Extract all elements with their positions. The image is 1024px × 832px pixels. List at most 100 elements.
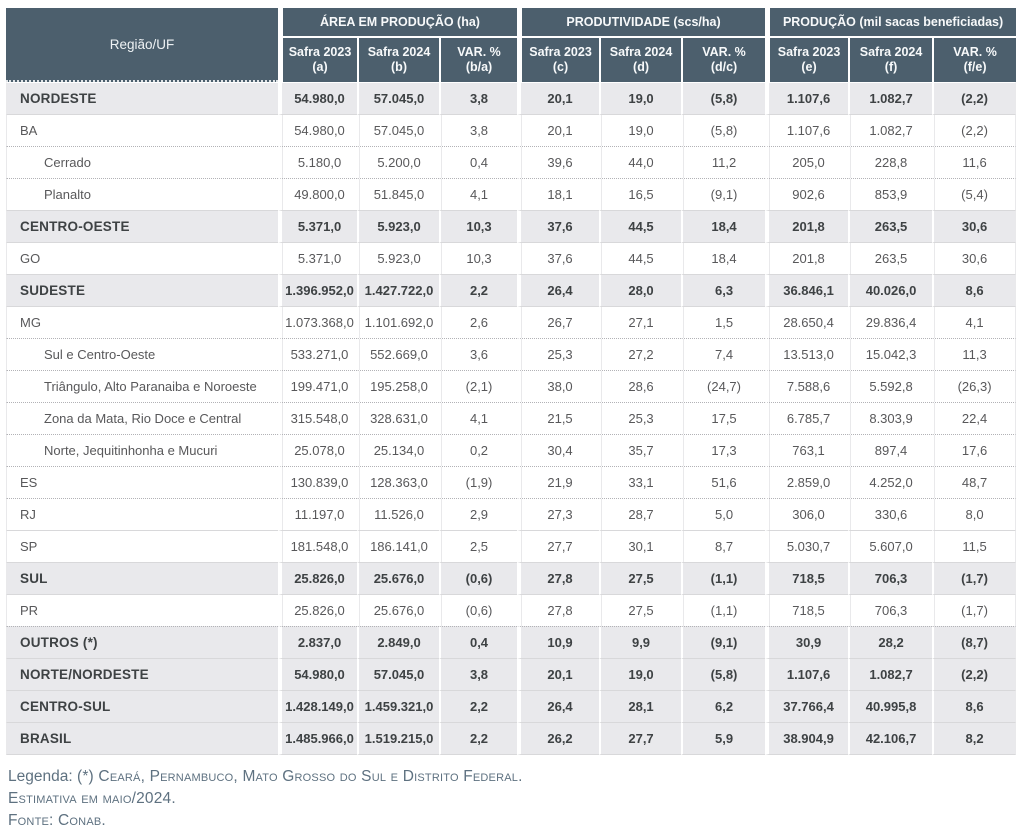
cell-value: 1.427.722,0: [357, 274, 439, 306]
cell-value: 1.082,7: [848, 114, 933, 146]
table-row: SUL 25.826,0 25.676,0 (0,6) 27,8 27,5 (1,1) 718…: [6, 562, 1017, 594]
table-row: MG 1.073.368,0 1.101.692,0 2,6 26,7 27,1 1,5 28…: [6, 306, 1017, 338]
group-header-producao: PRODUÇÃO (mil sacas beneficiadas): [765, 8, 1017, 38]
cell-value: (0,6): [439, 562, 518, 594]
cell-value: 1.082,7: [848, 658, 933, 690]
cell-value: 28,0: [599, 274, 682, 306]
cell-region-label: GO: [6, 242, 278, 274]
cell-value: 27,7: [517, 530, 600, 562]
cell-value: 44,0: [599, 146, 682, 178]
cell-value: 37.766,4: [765, 690, 849, 722]
cell-value: (2,2): [932, 658, 1017, 690]
cell-value: 10,3: [439, 242, 518, 274]
cell-region-label: MG: [6, 306, 278, 338]
cell-value: 306,0: [765, 498, 849, 530]
table-row: BRASIL 1.485.966,0 1.519.215,0 2,2 26,2 27,7 5…: [6, 722, 1017, 755]
cell-value: 25.676,0: [357, 562, 439, 594]
cell-value: 40.995,8: [848, 690, 933, 722]
cell-value: 33,1: [599, 466, 682, 498]
subheader-col-5: VAR. % (d/c): [681, 38, 766, 82]
cell-value: 5.371,0: [278, 242, 357, 274]
cell-value: 10,9: [517, 626, 600, 658]
cell-value: 15.042,3: [848, 338, 933, 370]
cell-value: 8,0: [932, 498, 1017, 530]
cell-value: 27,1: [599, 306, 682, 338]
cell-value: 30,1: [599, 530, 682, 562]
cell-value: 49.800,0: [278, 178, 357, 210]
cell-value: 1.107,6: [765, 114, 849, 146]
cell-value: 7,4: [681, 338, 766, 370]
cell-value: 20,1: [517, 114, 600, 146]
cell-value: 328.631,0: [357, 402, 439, 434]
cell-value: 902,6: [765, 178, 849, 210]
cell-value: (5,8): [681, 658, 766, 690]
cell-value: 1.073.368,0: [278, 306, 357, 338]
cell-value: 706,3: [848, 562, 933, 594]
cell-value: 19,0: [599, 82, 682, 114]
cell-value: 26,4: [517, 690, 600, 722]
cell-value: 51.845,0: [357, 178, 439, 210]
cell-value: 5.592,8: [848, 370, 933, 402]
cell-value: 11,3: [932, 338, 1017, 370]
cell-value: 0,4: [439, 146, 518, 178]
legend-line-2: Estimativa em maio/2024.: [8, 790, 176, 807]
cell-value: 27,8: [517, 594, 600, 626]
cell-value: 130.839,0: [278, 466, 357, 498]
cell-value: 57.045,0: [357, 114, 439, 146]
cell-value: (1,1): [681, 562, 766, 594]
cell-value: 2,9: [439, 498, 518, 530]
legend-states: (*) Ceará, Pernambuco, Mato Grosso do Su…: [76, 768, 523, 785]
cell-value: 25,3: [599, 402, 682, 434]
table-row: Triângulo, Alto Paranaiba e Noroeste 199.…: [6, 370, 1017, 402]
cell-value: 228,8: [848, 146, 933, 178]
subheader-col-3: Safra 2023 (c): [517, 38, 600, 82]
cell-value: 186.141,0: [357, 530, 439, 562]
cell-value: 26,2: [517, 722, 600, 755]
subheader-col-7: Safra 2024 (f): [848, 38, 933, 82]
cell-value: 28.650,4: [765, 306, 849, 338]
cell-value: 26,7: [517, 306, 600, 338]
cell-value: (5,8): [681, 82, 766, 114]
cell-value: 11,5: [932, 530, 1017, 562]
cell-region-label: SUDESTE: [6, 274, 278, 306]
cell-value: (1,1): [681, 594, 766, 626]
cell-value: 17,3: [681, 434, 766, 466]
cell-value: 201,8: [765, 210, 849, 242]
cell-value: 40.026,0: [848, 274, 933, 306]
cell-value: 201,8: [765, 242, 849, 274]
cell-value: 5,9: [681, 722, 766, 755]
cell-value: 28,2: [848, 626, 933, 658]
cell-value: 25.826,0: [278, 594, 357, 626]
cell-value: 27,7: [599, 722, 682, 755]
table-row: Zona da Mata, Rio Doce e Central 315.548,…: [6, 402, 1017, 434]
cell-value: 30,4: [517, 434, 600, 466]
cell-value: 5.923,0: [357, 242, 439, 274]
cell-value: (2,2): [932, 82, 1017, 114]
legend-prefix: Legenda:: [8, 768, 77, 785]
cell-value: 1.519.215,0: [357, 722, 439, 755]
cell-value: 181.548,0: [278, 530, 357, 562]
cell-value: (1,9): [439, 466, 518, 498]
cell-value: 5,0: [681, 498, 766, 530]
table-row: ES 130.839,0 128.363,0 (1,9) 21,9 33,1 51,6 2.8…: [6, 466, 1017, 498]
subheader-col-4: Safra 2024 (d): [599, 38, 682, 82]
cell-value: 199.471,0: [278, 370, 357, 402]
cell-value: (5,4): [932, 178, 1017, 210]
cell-region-label: CENTRO-SUL: [6, 690, 278, 722]
cell-value: 4,1: [439, 178, 518, 210]
cell-value: 3,8: [439, 82, 518, 114]
cell-value: 8,6: [932, 690, 1017, 722]
legend-line-3: Fonte: Conab.: [8, 812, 106, 829]
legend: Legenda: (*) Ceará, Pernambuco, Mato Gro…: [8, 766, 1018, 832]
cell-value: 27,2: [599, 338, 682, 370]
cell-value: 11,6: [932, 146, 1017, 178]
cell-value: 1,5: [681, 306, 766, 338]
cell-value: 7.588,6: [765, 370, 849, 402]
cell-value: 37,6: [517, 242, 600, 274]
cell-region-label: Zona da Mata, Rio Doce e Central: [6, 402, 278, 434]
cell-value: 36.846,1: [765, 274, 849, 306]
cell-value: 39,6: [517, 146, 600, 178]
cell-value: 6.785,7: [765, 402, 849, 434]
cell-value: 2,6: [439, 306, 518, 338]
cell-value: 25,3: [517, 338, 600, 370]
